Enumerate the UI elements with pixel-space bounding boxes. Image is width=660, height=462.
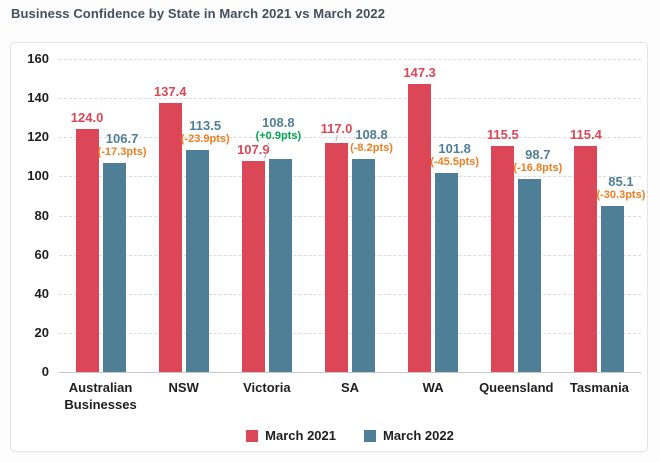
x-axis-label-tasmania: Tasmania — [569, 380, 629, 395]
bar-march-2021-queensland — [491, 146, 515, 372]
x-axis-label-nsw: NSW — [168, 380, 199, 395]
legend-swatch-march-2021 — [246, 429, 259, 442]
value-label-march-2022-queensland: 98.7 — [525, 146, 551, 162]
legend-label-march-2021: March 2021 — [265, 428, 336, 443]
change-label-australian-businesses: (-17.3pts) — [97, 146, 147, 159]
legend-swatch-march-2022 — [364, 429, 376, 442]
value-label-march-2021-victoria: 107.9 — [237, 141, 270, 157]
value-label-march-2022-tasmania: 85.1 — [608, 173, 634, 189]
y-axis-tick-label: 140 — [27, 90, 49, 106]
gridline — [59, 176, 641, 178]
gridline — [59, 254, 641, 256]
legend-label-march-2022: March 2022 — [383, 428, 454, 443]
bar-march-2022-nsw — [185, 149, 209, 372]
bar-march-2021-australian-businesses — [75, 129, 99, 372]
y-axis-tick-label: 0 — [41, 364, 49, 379]
bar-march-2022-australian-businesses — [102, 163, 126, 372]
bar-march-2022-queensland — [518, 178, 542, 372]
x-axis-label-sa: SA — [340, 380, 360, 395]
x-axis-line — [59, 372, 641, 373]
value-label-march-2022-nsw: 113.5 — [189, 117, 222, 133]
value-label-march-2021-wa: 147.3 — [403, 64, 436, 80]
y-axis-tick-label: 60 — [34, 246, 49, 262]
bar-march-2021-victoria — [241, 160, 265, 372]
bar-march-2022-victoria — [268, 159, 292, 372]
value-label-march-2022-australian-businesses: 106.7 — [105, 131, 139, 147]
change-label-victoria: (+0.9pts) — [255, 130, 302, 143]
legend-item-march-2021: March 2021 — [246, 428, 336, 443]
bar-march-2021-sa — [325, 143, 348, 372]
value-label-march-2021-tasmania: 115.4 — [570, 127, 602, 143]
value-label-march-2021-australian-businesses: 124.0 — [70, 110, 104, 126]
bar-march-2022-tasmania — [601, 205, 625, 372]
x-axis-label-wa: WA — [422, 380, 444, 395]
y-axis-tick-label: 40 — [34, 285, 49, 301]
value-label-march-2021-nsw: 137.4 — [153, 84, 187, 100]
x-axis-label-victoria: Victoria — [243, 380, 291, 395]
change-label-tasmania: (-30.3pts) — [596, 188, 646, 201]
chart-title: Business Confidence by State in March 20… — [11, 6, 386, 21]
y-axis-tick-label: 20 — [34, 324, 49, 340]
x-axis-label-australian-businesses: Australian Businesses — [64, 380, 137, 412]
value-label-march-2022-victoria: 108.8 — [262, 115, 295, 131]
x-axis-label-queensland: Queensland — [479, 380, 554, 395]
bar-march-2022-wa — [435, 172, 459, 372]
change-label-nsw: (-23.9pts) — [180, 132, 230, 145]
gridline — [59, 215, 641, 217]
legend-item-march-2022: March 2022 — [364, 428, 454, 443]
y-axis-tick-label: 120 — [27, 129, 49, 145]
change-label-sa: (-8.2pts) — [350, 142, 393, 155]
value-label-march-2022-sa: 108.8 — [355, 127, 388, 143]
y-axis-tick-label: 100 — [27, 168, 49, 184]
gridline — [59, 293, 641, 295]
y-axis-tick-label: 80 — [34, 207, 49, 223]
value-label-march-2021-queensland: 115.5 — [486, 127, 519, 143]
legend: March 2021 March 2022 — [59, 428, 641, 443]
bar-march-2021-nsw — [158, 103, 182, 372]
gridline — [59, 59, 641, 60]
gridline — [59, 98, 641, 100]
bar-march-2022-sa — [352, 159, 375, 372]
gridline — [59, 137, 641, 139]
change-label-queensland: (-16.8pts) — [513, 161, 563, 174]
y-axis-tick-label: 160 — [27, 51, 49, 66]
gridline — [59, 332, 641, 334]
value-label-march-2021-sa: 117.0 — [320, 121, 353, 137]
chart-panel: 0 20 40 60 80 100 120 140 160 124.0 106.7 (-17.3pts… — [10, 42, 648, 452]
change-label-wa: (-45.5pts) — [430, 155, 480, 168]
value-label-march-2022-wa: 101.8 — [438, 140, 471, 156]
bar-march-2021-wa — [408, 83, 432, 372]
bar-march-2021-tasmania — [574, 146, 598, 372]
